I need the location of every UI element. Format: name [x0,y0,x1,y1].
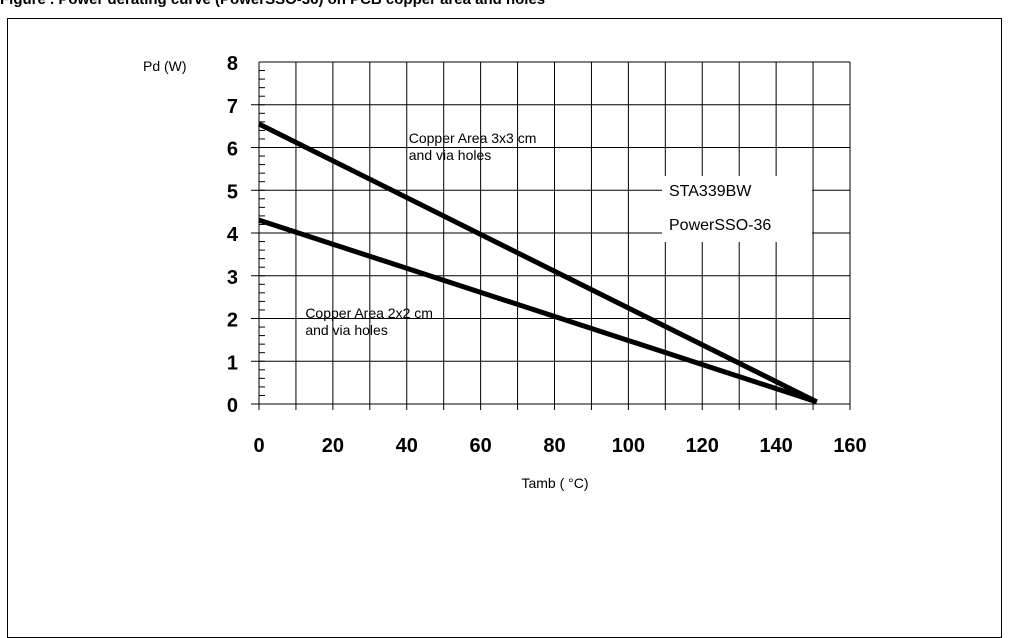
x-tick-label: 80 [543,435,565,457]
y-tick-label: 1 [227,352,238,374]
series-line-2 [258,217,818,405]
y-axis-label: Pd (W) [143,58,187,74]
figure-caption: Figure . Power derating curve (PowerSSO-… [0,0,545,9]
y-tick-label: 8 [227,53,238,75]
chart-minor-ticks [251,70,265,405]
legend-text: STA339BW [669,183,752,200]
y-tick-label: 6 [227,139,238,161]
x-axis-label: Tamb ( °C) [521,475,588,491]
x-tick-label: 160 [833,435,866,457]
y-tick-label: 3 [227,267,238,289]
y-tick-label: 4 [227,224,239,246]
annotation-line: Copper Area 2x2 cm [305,305,433,321]
x-tick-label: 40 [396,435,418,457]
y-tick-label: 7 [227,96,238,118]
annotation-line: and via holes [409,147,492,163]
derating-chart: 0 20 40 60 80 100 120 140 160 0 1 2 3 4 5 6 7 8 Pd (W) T… [143,53,867,491]
y-tick-label: 0 [227,395,238,417]
x-tick-label: 100 [612,435,645,457]
annotation-line: Copper Area 3x3 cm [409,130,537,146]
legend-text: PowerSSO-36 [669,217,771,234]
y-tick-labels: 0 1 2 3 4 5 6 7 8 [227,53,239,417]
legend-box [662,176,812,242]
x-tick-label: 0 [253,435,264,457]
x-tick-label: 20 [322,435,344,457]
x-tick-label: 60 [470,435,492,457]
chart-legend: STA339BW PowerSSO-36 [662,176,812,242]
y-tick-label: 5 [227,181,238,203]
chart-series [257,121,818,405]
x-tick-label: 120 [686,435,719,457]
annotation-line: and via holes [305,322,388,338]
x-tick-label: 140 [759,435,792,457]
series-line-1 [257,121,818,405]
y-tick-label: 2 [227,310,238,332]
x-tick-labels: 0 20 40 60 80 100 120 140 160 [253,435,866,457]
